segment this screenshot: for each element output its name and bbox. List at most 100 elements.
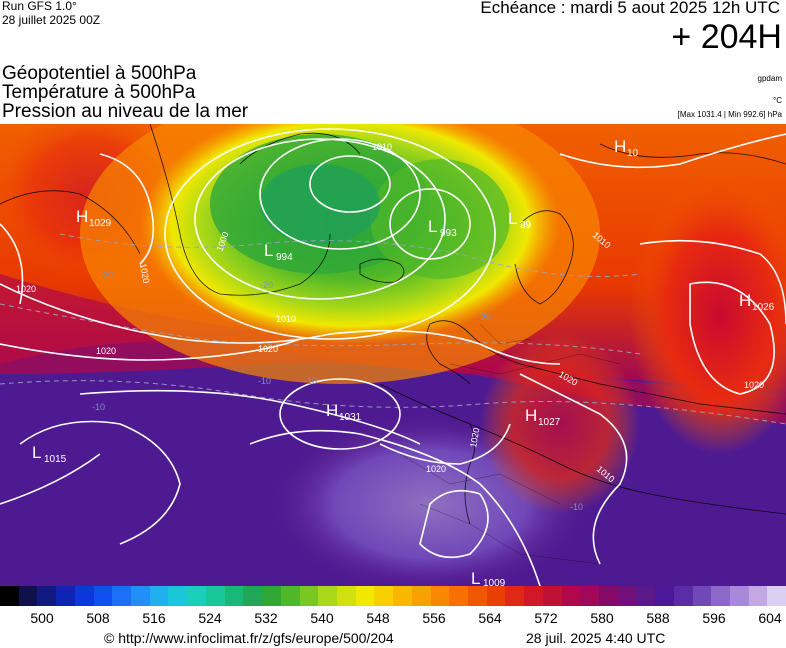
colorbar-swatch bbox=[393, 586, 412, 606]
colorbar-tick-label: 508 bbox=[86, 610, 110, 626]
colorbar-swatch bbox=[730, 586, 749, 606]
colorbar-swatch bbox=[318, 586, 337, 606]
pressure-center-high: H bbox=[739, 291, 751, 310]
colorbar-swatch bbox=[355, 586, 375, 606]
colorbar-tick-label: 596 bbox=[702, 610, 726, 626]
colorbar-ticks: 500 508 516 524 532 540 548 556 564 572 580 588 596 6… bbox=[0, 610, 786, 626]
colorbar-swatch bbox=[299, 586, 319, 606]
colorbar bbox=[0, 586, 786, 606]
colorbar-swatch bbox=[655, 586, 674, 606]
colorbar-swatch bbox=[617, 586, 637, 606]
colorbar-swatch bbox=[449, 586, 468, 606]
colorbar-tick-label: 548 bbox=[366, 610, 390, 626]
isobar-label: 1020 bbox=[744, 380, 764, 390]
colorbar-tick-label: 524 bbox=[198, 610, 222, 626]
colorbar-tick-label: 500 bbox=[30, 610, 54, 626]
colorbar-swatch bbox=[748, 586, 768, 606]
colorbar-swatch bbox=[0, 586, 19, 606]
colorbar-tick-label: 580 bbox=[590, 610, 614, 626]
pressure-center-low: L bbox=[32, 443, 41, 462]
pressure-center-low: L bbox=[471, 569, 480, 586]
colorbar-swatch bbox=[56, 586, 75, 606]
pressure-center-low: L bbox=[508, 209, 517, 228]
colorbar-swatch bbox=[243, 586, 263, 606]
colorbar-tick-label: 572 bbox=[534, 610, 558, 626]
isobar-label: 1020 bbox=[426, 464, 446, 474]
colorbar-swatch bbox=[411, 586, 431, 606]
pressure-center-high: H bbox=[525, 406, 537, 425]
colorbar-swatch bbox=[524, 586, 543, 606]
pressure-center-value: 1009 bbox=[483, 578, 506, 586]
colorbar-swatch bbox=[467, 586, 487, 606]
colorbar-swatch bbox=[112, 586, 132, 606]
pressure-center-value: 1026 bbox=[752, 302, 775, 313]
colorbar-swatch bbox=[374, 586, 394, 606]
colorbar-swatch bbox=[187, 586, 206, 606]
isotherm-label: -20 bbox=[478, 312, 491, 322]
colorbar-tick-label: 516 bbox=[142, 610, 166, 626]
isobar-label: 1020 bbox=[96, 346, 116, 356]
colorbar-swatch bbox=[205, 586, 225, 606]
pressure-center-value: 1029 bbox=[89, 218, 112, 229]
colorbar-tick-label: 532 bbox=[254, 610, 278, 626]
colorbar-swatch bbox=[131, 586, 150, 606]
pressure-center-value: 1015 bbox=[44, 454, 67, 465]
isotherm-label: -10 bbox=[258, 376, 271, 386]
unit-pressure-range: [Max 1031.4 | Min 992.6] hPa bbox=[677, 110, 782, 119]
colorbar-tick-label: 564 bbox=[478, 610, 502, 626]
colorbar-swatch bbox=[37, 586, 57, 606]
forecast-valid-time: Echéance : mardi 5 aout 2025 12h UTC bbox=[480, 0, 780, 17]
colorbar-swatch bbox=[486, 586, 506, 606]
isotherm-label: -20 bbox=[100, 270, 113, 280]
pressure-center-low: L bbox=[264, 241, 273, 260]
colorbar-swatch bbox=[711, 586, 731, 606]
pressure-center-low: L bbox=[428, 217, 437, 236]
colorbar-swatch bbox=[599, 586, 618, 606]
colorbar-swatch bbox=[74, 586, 94, 606]
colorbar-tick-label: 540 bbox=[310, 610, 334, 626]
isotherm-label: -20 bbox=[260, 280, 273, 290]
colorbar-swatch bbox=[430, 586, 450, 606]
pressure-center-value: 1027 bbox=[538, 417, 561, 428]
pressure-center-high: H bbox=[76, 207, 88, 226]
colorbar-tick-label: 604 bbox=[758, 610, 782, 626]
isobar-label: 1010 bbox=[276, 314, 296, 324]
isobar-label: 1020 bbox=[468, 427, 481, 448]
pressure-center-value: 99 bbox=[520, 220, 532, 231]
colorbar-swatch bbox=[149, 586, 169, 606]
isobar-label: 1020 bbox=[16, 284, 36, 294]
colorbar-swatch bbox=[692, 586, 712, 606]
colorbar-swatch bbox=[673, 586, 693, 606]
pressure-center-value: 994 bbox=[276, 252, 293, 263]
colorbar-swatch bbox=[262, 586, 281, 606]
colorbar-tick-label: 588 bbox=[646, 610, 670, 626]
unit-geopotential: gpdam bbox=[757, 74, 782, 83]
render-date: 28 juil. 2025 4:40 UTC bbox=[526, 630, 666, 646]
run-date: 28 juillet 2025 00Z bbox=[2, 13, 101, 27]
run-label: Run GFS 1.0° bbox=[2, 0, 77, 13]
weather-map: 1010 1000 1020 1020 1020 1010 1020 1020 … bbox=[0, 124, 786, 586]
colorbar-swatch bbox=[561, 586, 581, 606]
colorbar-swatch bbox=[505, 586, 525, 606]
colorbar-swatch bbox=[636, 586, 656, 606]
isotherm-label: -10 bbox=[570, 502, 583, 512]
pressure-center-value: 1031 bbox=[339, 412, 362, 423]
isobar-label: 1020 bbox=[138, 263, 151, 284]
colorbar-swatch bbox=[542, 586, 562, 606]
forecast-offset: + 204H bbox=[671, 18, 782, 56]
isotherm-label: -10 bbox=[304, 376, 317, 386]
pressure-center-high: H bbox=[614, 137, 626, 156]
colorbar-swatch bbox=[580, 586, 599, 606]
colorbar-swatch bbox=[168, 586, 188, 606]
pressure-center-value: 10 bbox=[627, 148, 639, 159]
title-temperature: Température à 500hPa bbox=[2, 82, 196, 103]
unit-temperature: °C bbox=[773, 96, 782, 105]
colorbar-swatch bbox=[224, 586, 244, 606]
pressure-center-high: H bbox=[326, 401, 338, 420]
colorbar-swatch bbox=[336, 586, 356, 606]
colorbar-swatch bbox=[18, 586, 38, 606]
colorbar-swatch bbox=[93, 586, 113, 606]
colorbar-tick-label: 556 bbox=[422, 610, 446, 626]
isotherm-label: -10 bbox=[92, 402, 105, 412]
isobar-label: 1020 bbox=[258, 344, 278, 354]
